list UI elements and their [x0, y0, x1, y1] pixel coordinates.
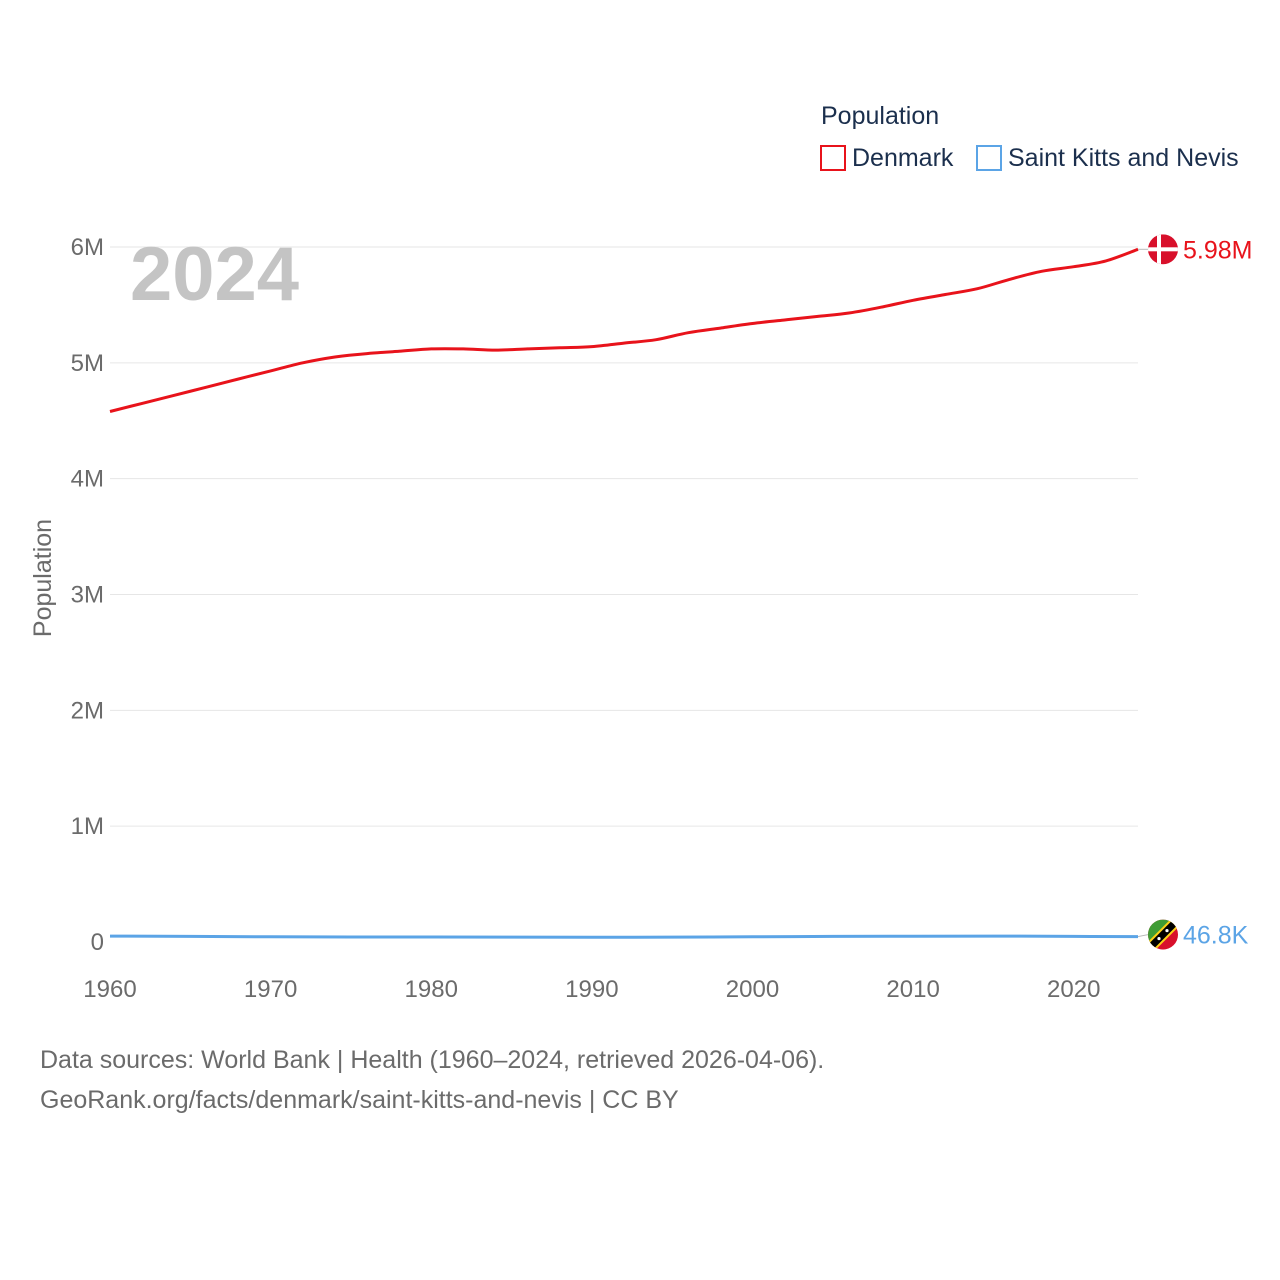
x-tick-label: 2020	[1047, 976, 1100, 1003]
denmark-flag-icon	[1148, 234, 1178, 265]
source-url-line[interactable]: GeoRank.org/facts/denmark/saint-kitts-an…	[40, 1086, 679, 1114]
x-tick-label: 1960	[83, 976, 136, 1003]
data-source-note: Data sources: World Bank | Health (1960–…	[40, 1040, 824, 1120]
y-tick-label: 3M	[71, 582, 104, 609]
x-tick-label: 1990	[565, 976, 618, 1003]
x-tick-label: 2000	[726, 976, 779, 1003]
x-tick-label: 2010	[886, 976, 939, 1003]
y-tick-label: 0	[91, 929, 104, 956]
x-tick-label: 1980	[405, 976, 458, 1003]
legend-swatch-saint-kitts-and-nevis[interactable]	[976, 145, 1002, 171]
year-watermark: 2024	[130, 232, 299, 317]
x-axis-ticks: 1960 1970 1980 1990 2000 2010 2020	[83, 976, 1100, 1003]
source-line: Data sources: World Bank | Health (1960–…	[40, 1046, 825, 1074]
series-line-saint-kitts-and-nevis[interactable]	[109, 934, 1139, 939]
series-line-denmark[interactable]	[109, 247, 1139, 413]
y-tick-label: 5M	[71, 350, 104, 377]
end-label-denmark: 5.98M	[1183, 236, 1252, 264]
y-axis-ticks: 0 1M 2M 3M 4M 5M 6M	[71, 234, 104, 956]
y-axis-title: Population	[29, 519, 57, 637]
end-connector-saint-kitts-and-nevis	[1137, 934, 1149, 938]
y-tick-label: 2M	[71, 697, 104, 724]
x-tick-label: 1970	[244, 976, 297, 1003]
gridlines	[110, 246, 1138, 827]
y-tick-label: 1M	[71, 813, 104, 840]
saint-kitts-and-nevis-flag-icon	[1148, 919, 1178, 950]
legend-label-denmark[interactable]: Denmark	[852, 144, 954, 172]
y-tick-label: 4M	[71, 466, 104, 493]
y-tick-label: 6M	[71, 234, 104, 261]
end-label-saint-kitts-and-nevis: 46.8K	[1183, 922, 1249, 950]
legend-title: Population	[821, 102, 939, 130]
legend-label-saint-kitts-and-nevis[interactable]: Saint Kitts and Nevis	[1008, 144, 1239, 172]
legend-swatch-denmark[interactable]	[820, 145, 846, 171]
